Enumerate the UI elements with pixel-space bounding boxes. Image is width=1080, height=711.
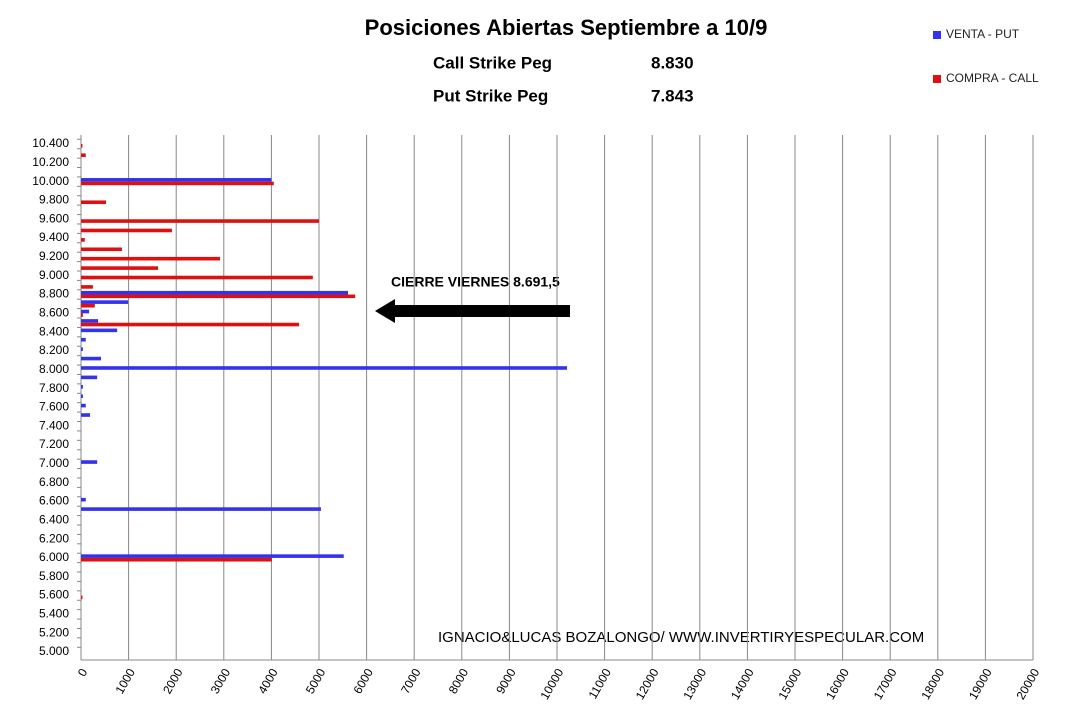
- x-tick-label: 18000: [918, 666, 947, 702]
- y-tick-label: 7.800: [39, 381, 69, 395]
- y-tick-label: 9.800: [39, 193, 69, 207]
- bar: [81, 595, 83, 600]
- annotation: CIERRE VIERNES 8.691,5: [391, 274, 560, 290]
- bar: [81, 247, 122, 252]
- bar: [81, 153, 86, 158]
- bar: [81, 347, 83, 351]
- stat-label: Put Strike Peg: [433, 86, 548, 105]
- bar: [81, 200, 106, 205]
- x-tick-label: 19000: [966, 666, 995, 702]
- bar: [81, 290, 349, 295]
- y-tick-label: 9.000: [39, 268, 69, 282]
- x-tick-label: 6000: [350, 666, 376, 696]
- y-tick-label: 9.400: [39, 230, 69, 244]
- y-tick-label: 6.800: [39, 475, 69, 489]
- x-tick-label: 4000: [255, 666, 281, 696]
- stat-value: 7.843: [651, 86, 694, 105]
- y-tick-label: 8.800: [39, 287, 69, 301]
- bar: [81, 275, 313, 280]
- y-tick-label: 5.200: [39, 625, 69, 639]
- legend-label: VENTA - PUT: [946, 27, 1020, 41]
- stat-label: Call Strike Peg: [433, 53, 552, 72]
- x-tick-label: 15000: [776, 666, 805, 702]
- bar: [81, 375, 98, 380]
- y-tick-label: 5.000: [39, 644, 69, 658]
- bar: [81, 394, 83, 398]
- x-tick-label: 13000: [680, 666, 709, 702]
- y-tick-label: 7.000: [39, 456, 69, 470]
- x-tick-label: 7000: [398, 666, 424, 696]
- y-tick-label: 6.600: [39, 494, 69, 508]
- bar: [81, 322, 300, 327]
- x-tick-label: 0: [75, 666, 91, 679]
- bar: [81, 460, 98, 464]
- bar: [81, 144, 83, 148]
- bar: [81, 497, 86, 502]
- legend-swatch: [933, 75, 941, 83]
- x-tick-label: 8000: [446, 666, 472, 696]
- x-tick-label: 11000: [586, 666, 615, 701]
- y-tick-label: 8.000: [39, 362, 69, 376]
- y-tick-label: 9.200: [39, 249, 69, 263]
- bar: [81, 319, 99, 323]
- y-tick-label: 10.000: [32, 174, 69, 188]
- bar: [81, 294, 356, 299]
- bar: [81, 181, 274, 186]
- y-tick-label: 8.600: [39, 306, 69, 320]
- x-tick-label: 20000: [1014, 666, 1043, 702]
- y-tick-label: 5.600: [39, 588, 69, 602]
- bar: [81, 356, 101, 361]
- bar: [81, 309, 90, 314]
- bar: [81, 554, 344, 558]
- y-tick-label: 8.400: [39, 324, 69, 338]
- y-tick-label: 8.200: [39, 343, 69, 357]
- bar: [81, 219, 319, 223]
- bar: [81, 337, 86, 342]
- y-tick-label: 5.800: [39, 569, 69, 583]
- bar: [81, 285, 93, 289]
- y-tick-label: 10.400: [32, 136, 69, 150]
- x-tick-label: 3000: [208, 666, 234, 696]
- bar: [81, 328, 118, 333]
- bar: [81, 238, 85, 242]
- bar: [81, 384, 83, 389]
- y-tick-label: 5.400: [39, 607, 69, 621]
- bar: [81, 266, 159, 270]
- watermark: IGNACIO&LUCAS BOZALONGO/ WWW.INVERTIRYES…: [438, 629, 924, 646]
- y-tick-label: 7.600: [39, 400, 69, 414]
- x-tick-label: 10000: [538, 666, 567, 702]
- y-tick-label: 6.200: [39, 531, 69, 545]
- bar: [81, 507, 321, 511]
- x-tick-label: 5000: [303, 666, 329, 696]
- bar: [81, 366, 567, 370]
- bar: [81, 557, 272, 562]
- y-tick-label: 10.200: [32, 155, 69, 169]
- bar: [81, 178, 272, 182]
- x-tick-label: 12000: [633, 666, 662, 702]
- x-tick-label: 16000: [823, 666, 852, 702]
- bar: [81, 256, 220, 261]
- chart-title: Posiciones Abiertas Septiembre a 10/9: [365, 15, 768, 40]
- bar: [81, 300, 129, 304]
- y-tick-label: 7.200: [39, 437, 69, 451]
- x-tick-label: 17000: [871, 666, 900, 702]
- y-tick-label: 6.400: [39, 512, 69, 526]
- bar: [81, 403, 86, 408]
- x-tick-label: 14000: [728, 666, 757, 702]
- x-tick-label: 1000: [112, 666, 138, 696]
- legend-swatch: [933, 31, 941, 39]
- bar: [81, 313, 83, 317]
- y-tick-label: 7.400: [39, 418, 69, 432]
- bar: [81, 228, 172, 233]
- bar: [81, 413, 91, 417]
- y-tick-label: 6.000: [39, 550, 69, 564]
- y-tick-label: 9.600: [39, 211, 69, 225]
- x-tick-label: 2000: [160, 666, 186, 696]
- bar: [81, 303, 95, 308]
- stat-value: 8.830: [651, 53, 694, 72]
- legend-label: COMPRA - CALL: [946, 71, 1039, 85]
- arrow: [375, 299, 570, 323]
- x-tick-label: 9000: [493, 666, 519, 696]
